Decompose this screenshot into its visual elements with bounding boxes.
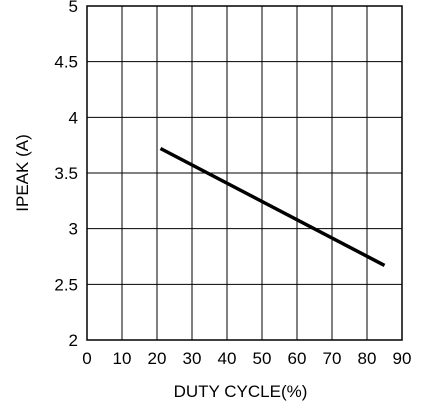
x-tick-labels: 0 10 20 30 40 50 60 70 80 90 bbox=[82, 349, 411, 368]
x-tick-label: 40 bbox=[218, 349, 237, 368]
grid bbox=[86, 5, 403, 341]
y-tick-label: 3 bbox=[69, 220, 78, 239]
x-tick-label: 60 bbox=[288, 349, 307, 368]
y-tick-label: 2.5 bbox=[54, 275, 78, 294]
x-tick-label: 50 bbox=[253, 349, 272, 368]
y-tick-label: 2 bbox=[69, 331, 78, 350]
x-axis-title: DUTY CYCLE(%) bbox=[174, 382, 308, 401]
y-tick-label: 3.5 bbox=[54, 164, 78, 183]
x-tick-label: 90 bbox=[393, 349, 412, 368]
y-tick-label: 4 bbox=[69, 108, 78, 127]
x-tick-label: 30 bbox=[183, 349, 202, 368]
y-tick-labels: 2 2.5 3 3.5 4 4.5 5 bbox=[54, 0, 78, 350]
x-tick-label: 0 bbox=[82, 349, 91, 368]
series-line bbox=[159, 146, 386, 267]
x-tick-label: 20 bbox=[148, 349, 167, 368]
series-group bbox=[159, 146, 386, 267]
y-tick-label: 4.5 bbox=[54, 53, 78, 72]
y-axis-title: IPEAK (A) bbox=[13, 134, 32, 211]
plot-frame bbox=[86, 5, 403, 341]
x-tick-label: 80 bbox=[358, 349, 377, 368]
x-tick-label: 10 bbox=[113, 349, 132, 368]
x-tick-label: 70 bbox=[323, 349, 342, 368]
y-tick-label: 5 bbox=[69, 0, 78, 16]
